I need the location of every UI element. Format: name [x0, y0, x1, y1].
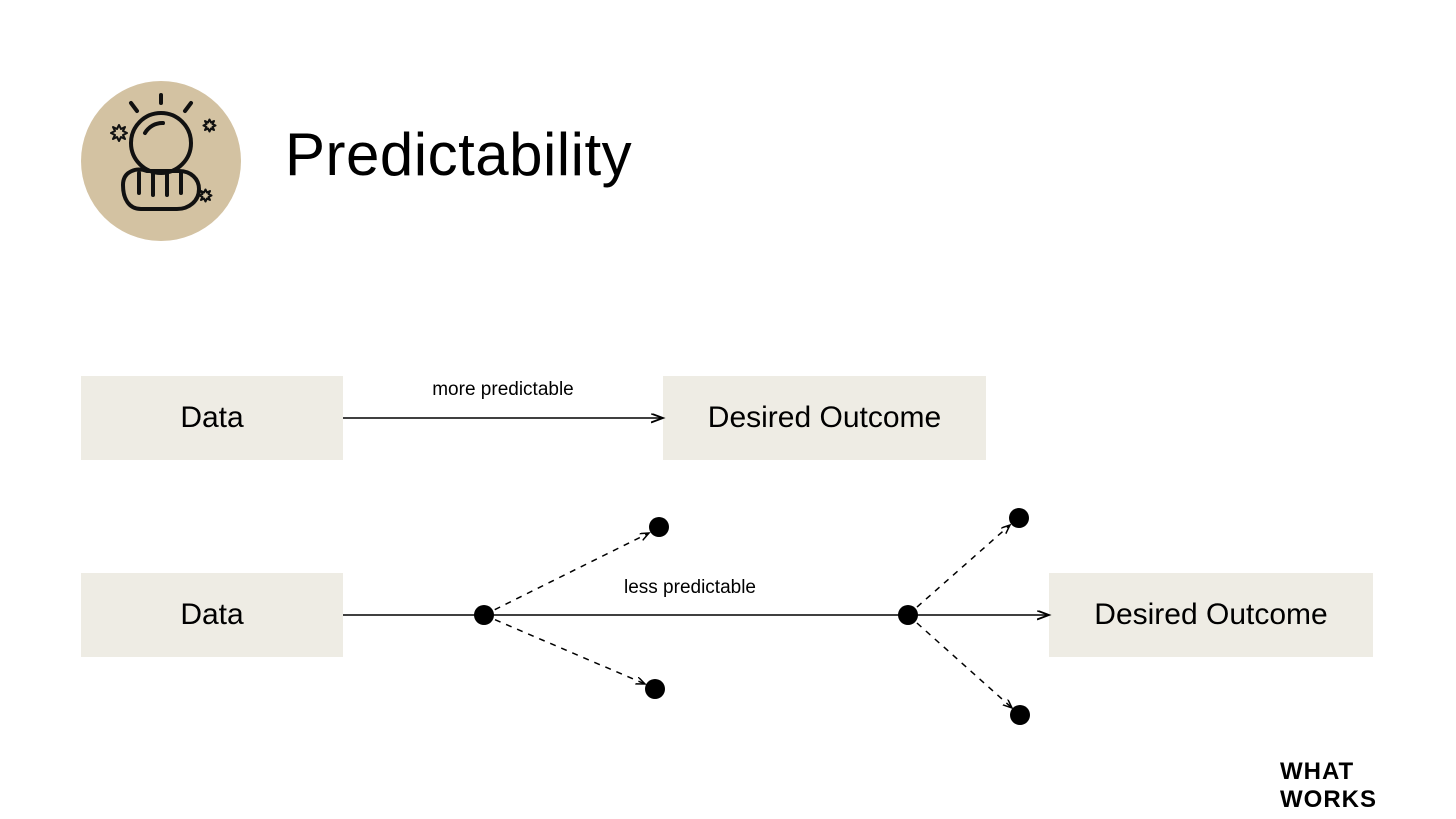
row1-data-label: Data: [180, 401, 243, 435]
row2-arrow-label: less predictable: [624, 577, 756, 599]
row2-outcome-box: Desired Outcome: [1049, 573, 1373, 657]
row1-data-box: Data: [81, 376, 343, 460]
row1-outcome-box: Desired Outcome: [663, 376, 986, 460]
row1-arrow-label: more predictable: [432, 379, 574, 401]
row1-outcome-label: Desired Outcome: [708, 401, 941, 435]
row2-data-box: Data: [81, 573, 343, 657]
slide-stage: { "title": "Predictability", "title_font…: [0, 0, 1456, 819]
page-title: Predictability: [285, 120, 632, 189]
crystal-ball-icon: [81, 81, 241, 241]
row2-data-label: Data: [180, 598, 243, 632]
row2-outcome-label: Desired Outcome: [1094, 598, 1327, 632]
footer-brand: WHAT WORKS: [1280, 758, 1456, 814]
